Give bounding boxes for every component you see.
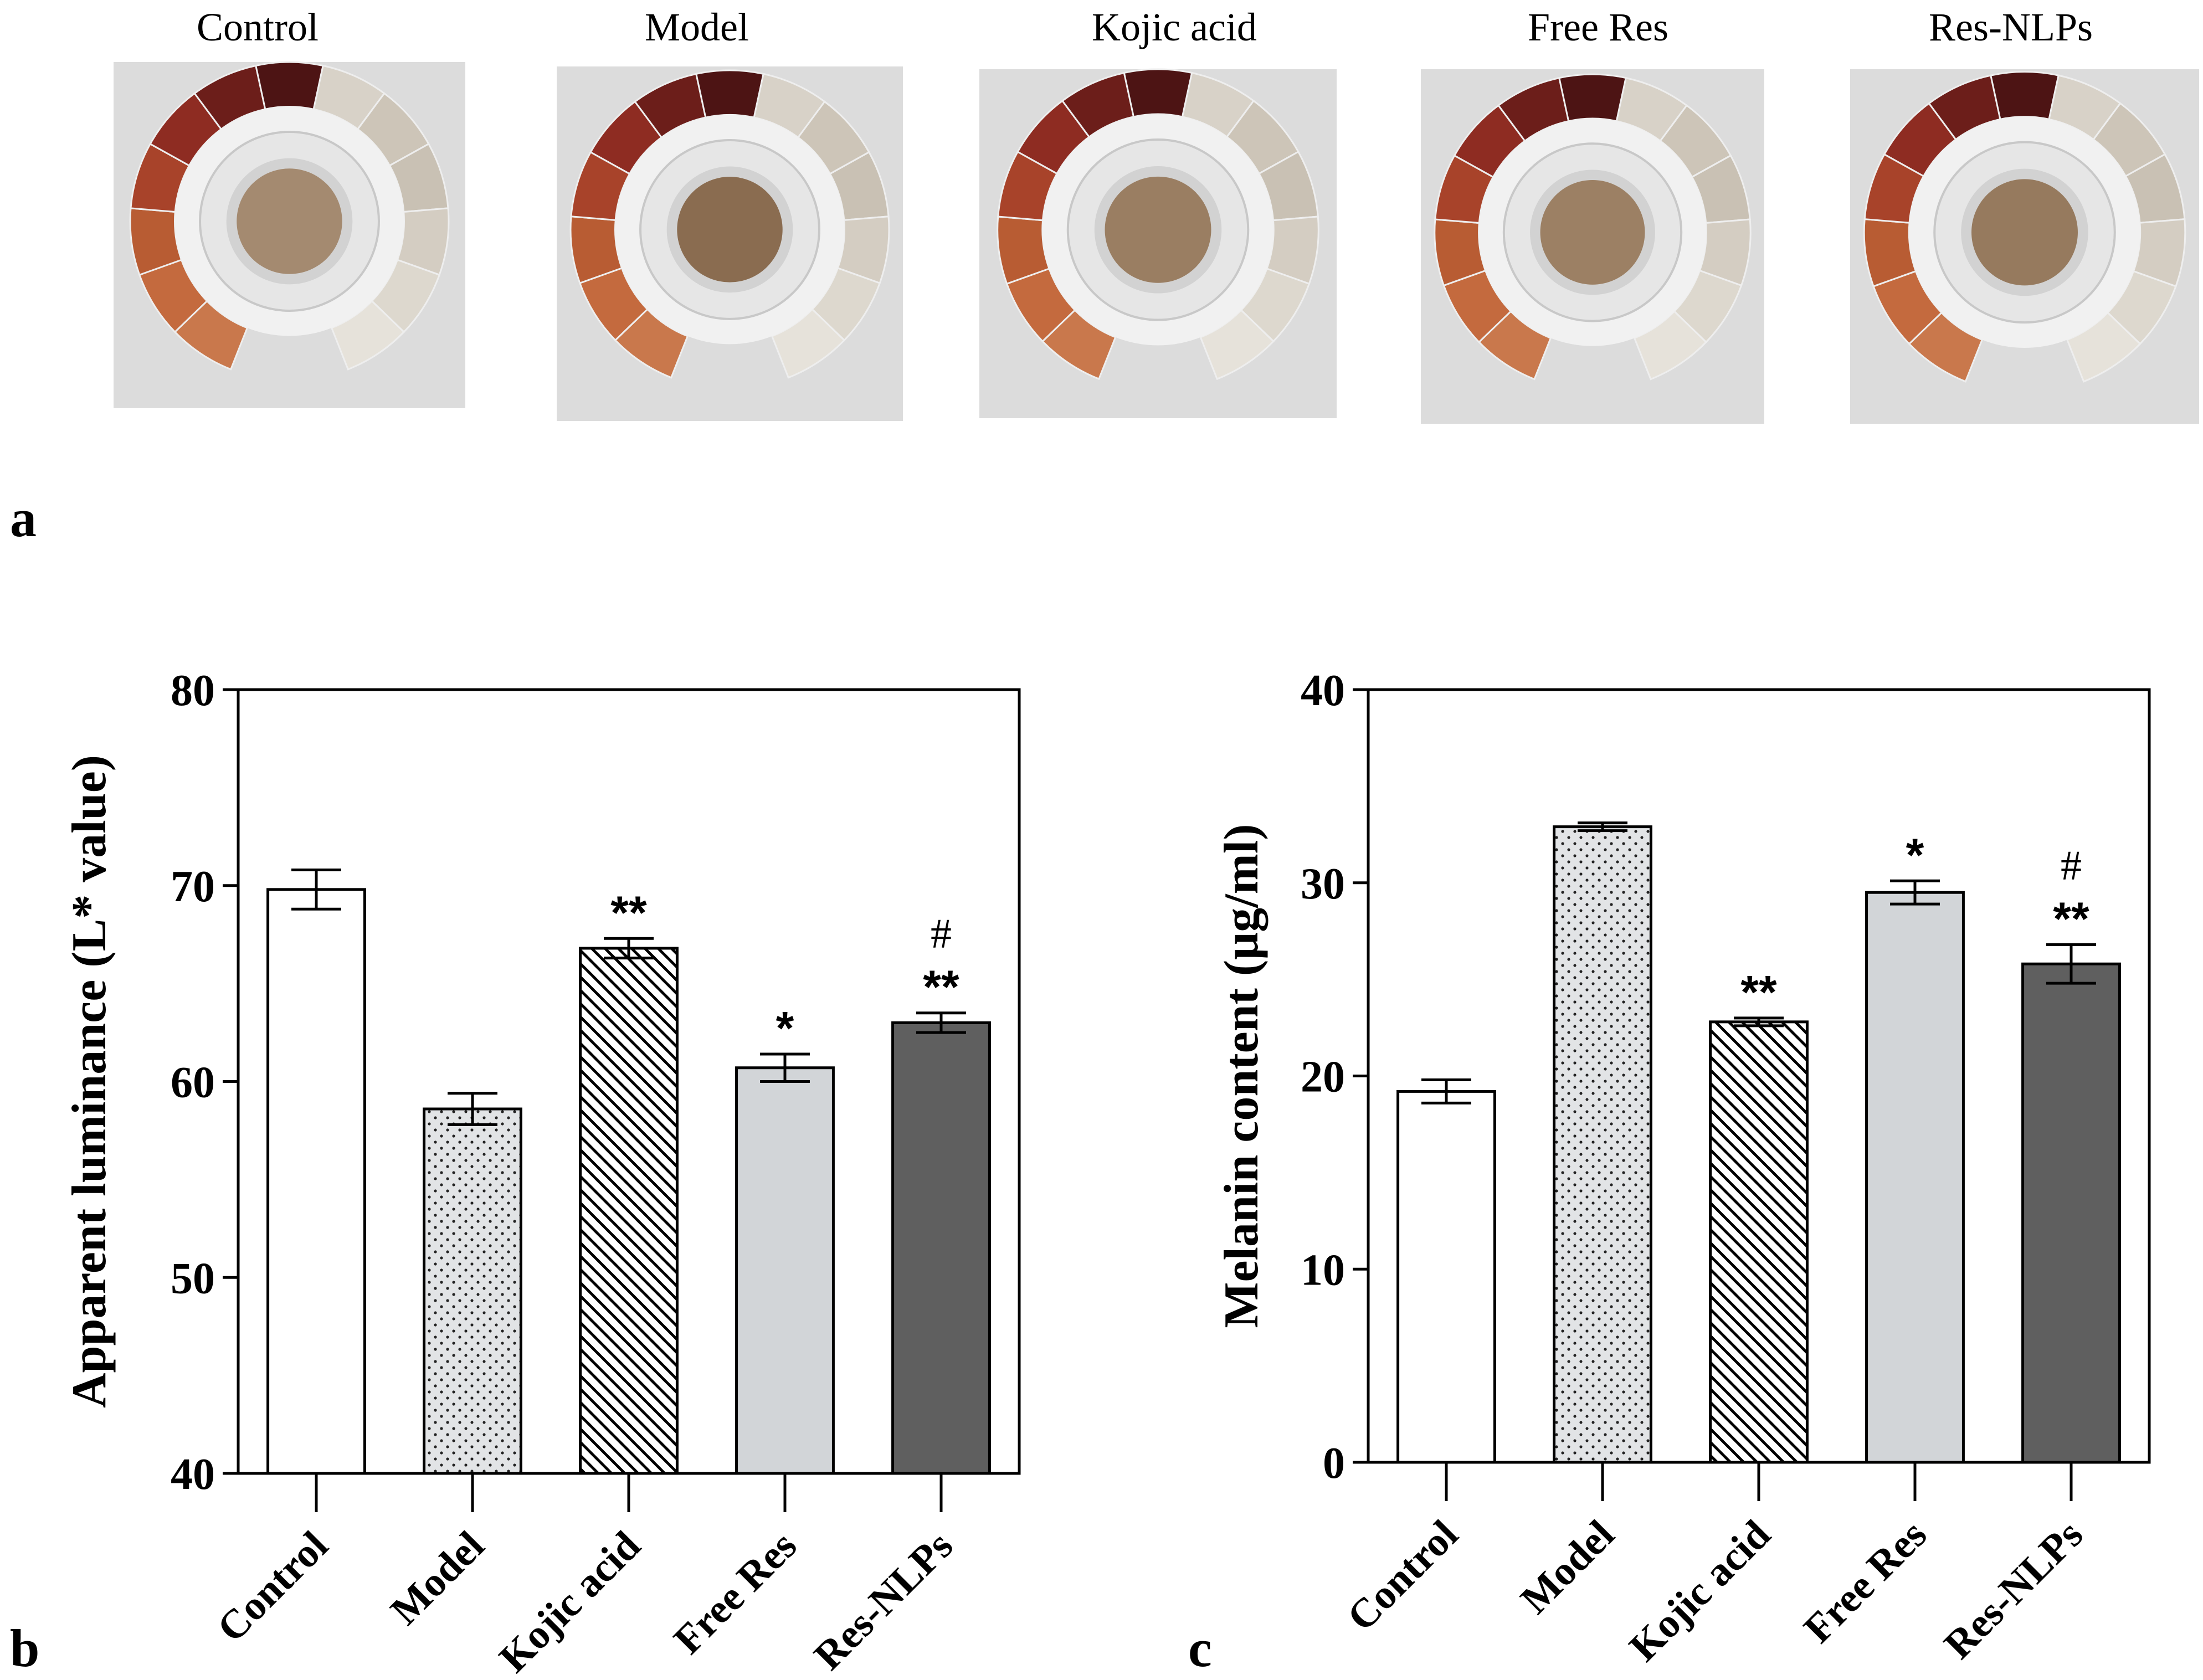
y-tick-label: 60: [171, 1059, 215, 1107]
significance-mark: **: [1740, 966, 1777, 1018]
sample-photo: [1421, 69, 1764, 424]
photo-title-res-nlps: Res-NLPs: [1928, 5, 2093, 49]
y-tick-label: 40: [171, 1450, 215, 1499]
significance-mark: *: [776, 1002, 794, 1054]
photo-title-model: Model: [645, 5, 749, 49]
bar: [735, 1066, 835, 1475]
y-axis-label: Melanin content (μg/ml): [1215, 824, 1269, 1328]
cell-pellet: [1540, 179, 1645, 285]
bar: [1865, 891, 1965, 1464]
sample-photo: [1850, 69, 2199, 424]
color-wheel-segment: [695, 69, 764, 119]
y-tick-label: 40: [1301, 666, 1345, 715]
x-tick-label: Free Res: [665, 1523, 805, 1663]
panel-label-b: b: [10, 1619, 40, 1678]
x-tick-label: Res-NLPs: [1935, 1512, 2092, 1668]
x-tick-label: Kojic acid: [1621, 1512, 1779, 1670]
significance-mark: **: [610, 886, 647, 938]
panel-label-c: c: [1188, 1619, 1212, 1678]
bar-chart-luminance: 40 50 60 70 80 Apparent luminance (L* value) C…: [63, 666, 1021, 1680]
bar-chart-melanin: 0 10 20 30 40 Melanin content (μg/ml) Control M…: [1215, 666, 2151, 1670]
x-tick-label: Kojic acid: [491, 1523, 649, 1680]
hash-mark: #: [931, 911, 952, 957]
bar: [1396, 1090, 1496, 1464]
color-wheel-segment: [1558, 73, 1627, 122]
x-tick-label: Control: [209, 1523, 337, 1651]
y-tick-label: 20: [1301, 1053, 1345, 1102]
bar: [266, 888, 366, 1475]
y-tick-label: 10: [1301, 1246, 1345, 1294]
x-tick-label: Model: [1512, 1512, 1623, 1622]
photo-row: [114, 61, 2199, 424]
hash-mark: #: [2061, 842, 2082, 888]
x-tick-label: Free Res: [1795, 1512, 1935, 1652]
color-wheel-segment: [1123, 68, 1193, 118]
x-tick-label: Model: [382, 1523, 493, 1633]
y-tick-label: 0: [1323, 1439, 1345, 1488]
bar: [423, 1107, 522, 1475]
photo-title-free-res: Free Res: [1528, 5, 1668, 49]
significance-mark: **: [2053, 892, 2089, 944]
photo-title-kojic-acid: Kojic acid: [1092, 5, 1257, 49]
y-tick-label: 50: [171, 1254, 215, 1303]
significance-mark: *: [1906, 829, 1924, 881]
bar: [891, 1021, 991, 1475]
cell-pellet: [237, 168, 342, 274]
sample-photo: [557, 66, 903, 421]
x-tick-label: Res-NLPs: [805, 1523, 962, 1679]
panel-label-a: a: [10, 489, 37, 548]
bar: [1709, 1020, 1809, 1464]
significance-mark: **: [923, 961, 959, 1013]
bar: [1553, 825, 1652, 1464]
photo-title-control: Control: [196, 5, 319, 49]
y-tick-label: 70: [171, 862, 215, 911]
color-wheel-segment: [1990, 71, 2060, 121]
sample-photo: [979, 68, 1337, 418]
bar: [579, 947, 679, 1475]
y-axis-label: Apparent luminance (L* value): [63, 755, 116, 1408]
bar: [2021, 962, 2121, 1464]
charts-area: 40 50 60 70 80 Apparent luminance (L* value) C…: [63, 666, 2151, 1680]
y-tick-label: 80: [171, 666, 215, 715]
x-tick-label: Control: [1339, 1512, 1467, 1640]
cell-pellet: [1105, 176, 1211, 283]
sample-photo: [114, 61, 465, 408]
cell-pellet: [677, 177, 783, 282]
y-tick-label: 30: [1301, 860, 1345, 908]
cell-pellet: [1971, 179, 2078, 286]
color-wheel-segment: [255, 61, 324, 110]
